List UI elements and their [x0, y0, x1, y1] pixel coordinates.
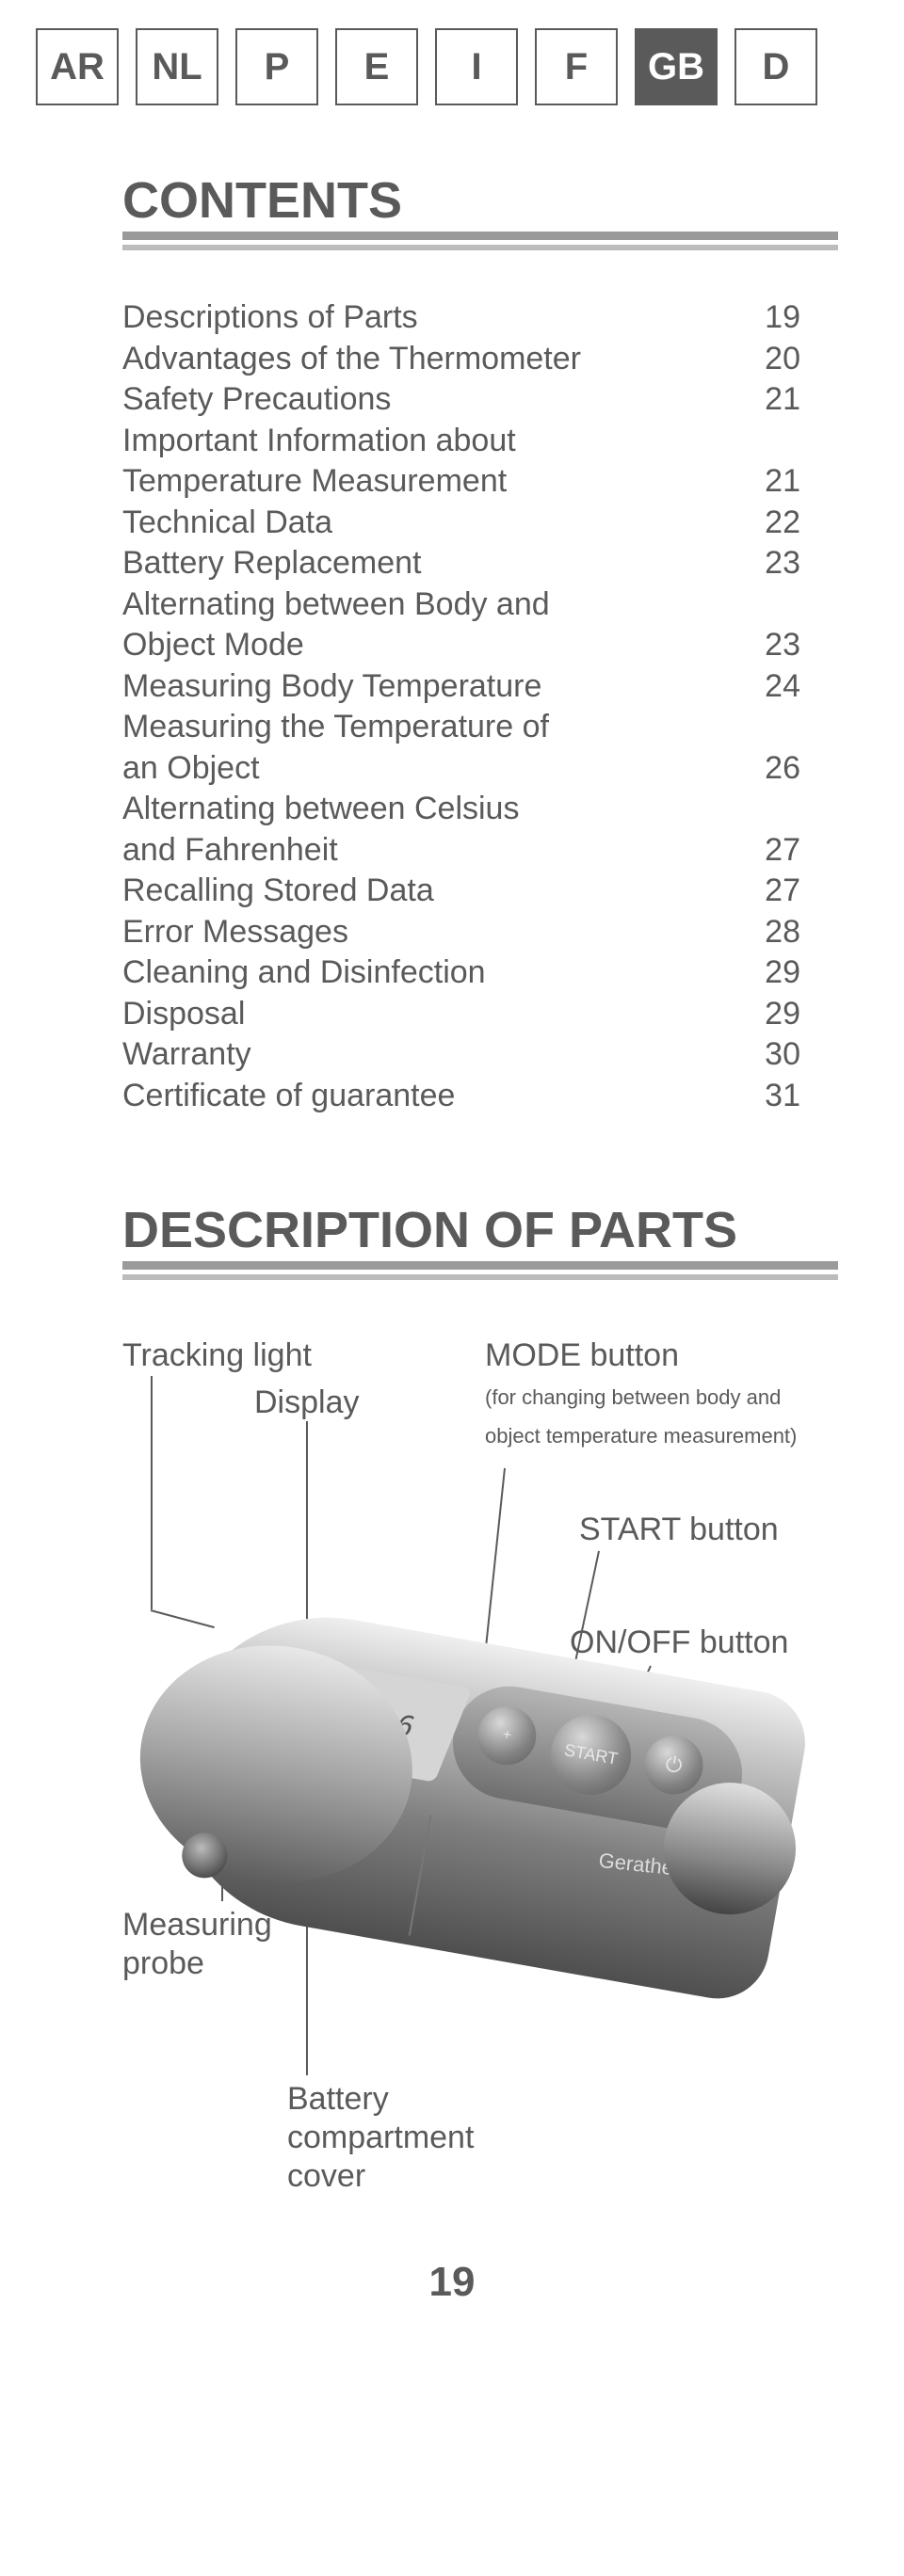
- lang-tab-d[interactable]: D: [734, 28, 817, 105]
- toc-page: 21: [744, 461, 800, 503]
- toc-page: 27: [744, 871, 800, 912]
- toc-label: an Object: [122, 748, 744, 790]
- description-heading: DESCRIPTION OF PARTS: [122, 1201, 838, 1259]
- toc-row: an Object26: [122, 748, 838, 790]
- lead-line: [151, 1376, 153, 1609]
- toc-page: 20: [744, 339, 800, 380]
- toc-row: Important Information about: [122, 421, 838, 462]
- toc-page: 29: [744, 994, 800, 1035]
- lang-tab-gb[interactable]: GB: [635, 28, 718, 105]
- lead-line: [484, 1468, 506, 1660]
- toc-row: Measuring Body Temperature24: [122, 666, 838, 708]
- toc-row: Warranty30: [122, 1034, 838, 1076]
- language-tabs: ARNLPEIFGBD: [0, 0, 904, 124]
- toc-row: Cleaning and Disinfection29: [122, 952, 838, 994]
- toc-row: Descriptions of Parts19: [122, 297, 838, 339]
- lang-tab-p[interactable]: P: [235, 28, 318, 105]
- toc-label: Alternating between Celsius: [122, 789, 744, 830]
- toc-label: Object Mode: [122, 625, 744, 666]
- toc-row: Object Mode23: [122, 625, 838, 666]
- toc-row: Measuring the Temperature of: [122, 707, 838, 748]
- label-mode-button-sub: (for changing between body and object te…: [485, 1385, 797, 1448]
- toc-page: [744, 584, 800, 626]
- toc-label: Battery Replacement: [122, 543, 744, 584]
- label-mode-button-text: MODE button: [485, 1337, 679, 1373]
- label-mode-button: MODE button (for changing between body a…: [485, 1336, 833, 1451]
- toc-row: Alternating between Body and: [122, 584, 838, 626]
- label-display: Display: [254, 1384, 359, 1422]
- lang-tab-f[interactable]: F: [535, 28, 618, 105]
- toc-label: Descriptions of Parts: [122, 297, 744, 339]
- toc-page: 22: [744, 503, 800, 544]
- toc-row: and Fahrenheit27: [122, 830, 838, 872]
- toc-label: Technical Data: [122, 503, 744, 544]
- table-of-contents: Descriptions of Parts19Advantages of the…: [122, 297, 838, 1116]
- toc-page: 23: [744, 625, 800, 666]
- toc-page: [744, 707, 800, 748]
- toc-label: Advantages of the Thermometer: [122, 339, 744, 380]
- toc-row: Certificate of guarantee31: [122, 1076, 838, 1117]
- label-onoff-button: ON/OFF button: [570, 1624, 788, 1662]
- toc-page: [744, 789, 800, 830]
- toc-label: Measuring the Temperature of: [122, 707, 744, 748]
- label-battery-cover: Battery compartment cover: [287, 2080, 523, 2195]
- lang-tab-i[interactable]: I: [435, 28, 518, 105]
- contents-heading: CONTENTS: [122, 171, 838, 230]
- toc-page: 28: [744, 912, 800, 953]
- toc-row: Temperature Measurement21: [122, 461, 838, 503]
- parts-diagram: Tracking light Display MODE button (for …: [122, 1327, 838, 2221]
- lang-tab-nl[interactable]: NL: [136, 28, 218, 105]
- toc-row: Error Messages28: [122, 912, 838, 953]
- toc-page: 26: [744, 748, 800, 790]
- toc-label: Safety Precautions: [122, 379, 744, 421]
- lead-line: [306, 1421, 308, 1619]
- heading-underline: [122, 232, 838, 260]
- toc-label: Temperature Measurement: [122, 461, 744, 503]
- toc-row: Battery Replacement23: [122, 543, 838, 584]
- toc-row: Advantages of the Thermometer20: [122, 339, 838, 380]
- toc-label: Warranty: [122, 1034, 744, 1076]
- toc-row: Recalling Stored Data27: [122, 871, 838, 912]
- toc-label: Error Messages: [122, 912, 744, 953]
- lang-tab-ar[interactable]: AR: [36, 28, 119, 105]
- toc-row: Disposal29: [122, 994, 838, 1035]
- toc-page: 30: [744, 1034, 800, 1076]
- toc-label: Alternating between Body and: [122, 584, 744, 626]
- toc-page: 29: [744, 952, 800, 994]
- label-tracking-light: Tracking light: [122, 1336, 312, 1375]
- toc-label: Recalling Stored Data: [122, 871, 744, 912]
- toc-page: 19: [744, 297, 800, 339]
- toc-row: Safety Precautions21: [122, 379, 838, 421]
- toc-label: Disposal: [122, 994, 744, 1035]
- toc-page: 31: [744, 1076, 800, 1117]
- toc-page: 24: [744, 666, 800, 708]
- toc-row: Technical Data22: [122, 503, 838, 544]
- label-start-button: START button: [579, 1511, 779, 1549]
- toc-label: Certificate of guarantee: [122, 1076, 744, 1117]
- toc-label: Important Information about: [122, 421, 744, 462]
- toc-label: Cleaning and Disinfection: [122, 952, 744, 994]
- lang-tab-e[interactable]: E: [335, 28, 418, 105]
- page-number: 19: [0, 2259, 904, 2306]
- toc-page: 27: [744, 830, 800, 872]
- toc-page: [744, 421, 800, 462]
- toc-page: 21: [744, 379, 800, 421]
- toc-label: and Fahrenheit: [122, 830, 744, 872]
- toc-label: Measuring Body Temperature: [122, 666, 744, 708]
- heading-underline: [122, 1261, 838, 1289]
- toc-row: Alternating between Celsius: [122, 789, 838, 830]
- toc-page: 23: [744, 543, 800, 584]
